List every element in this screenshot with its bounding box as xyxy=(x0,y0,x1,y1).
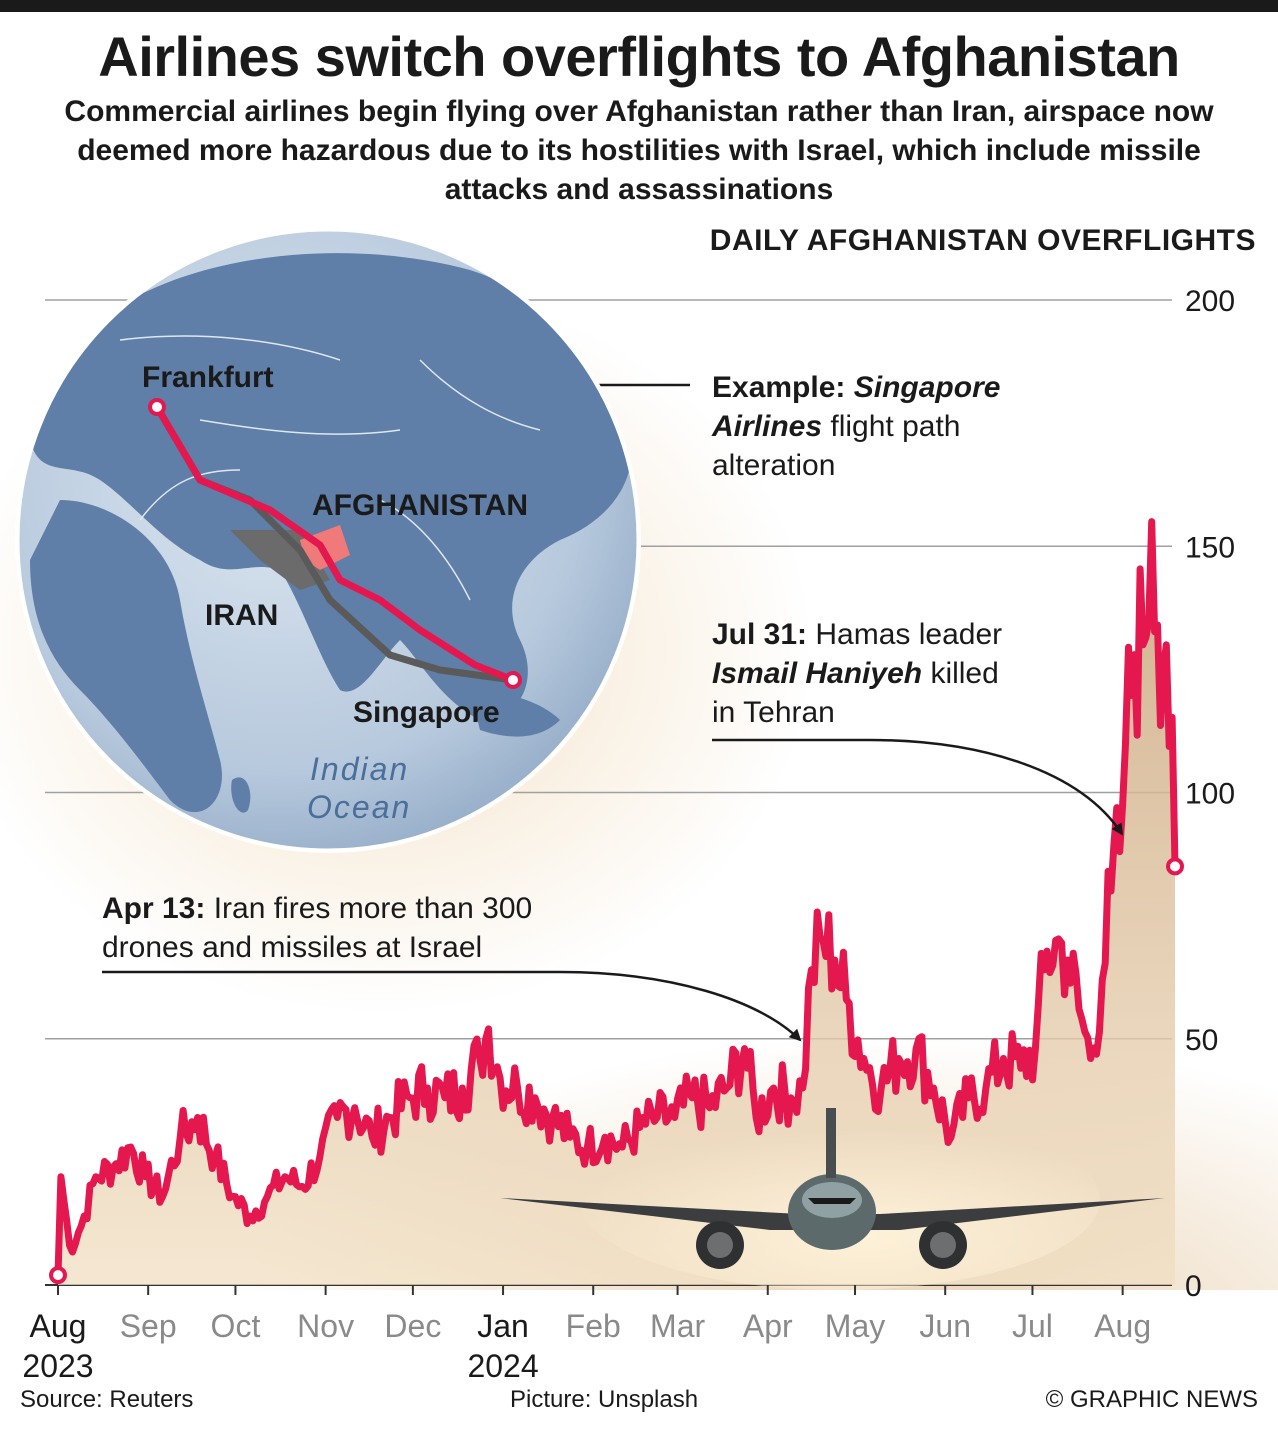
chart-title: DAILY AFGHANISTAN OVERFLIGHTS xyxy=(709,224,1256,257)
label-ocean-line2: Ocean xyxy=(307,789,411,825)
jul-text-3: in Tehran xyxy=(712,696,835,729)
jul-arrow xyxy=(712,738,1124,836)
x-tick-year: 2023 xyxy=(22,1348,93,1384)
footer-source: Source: Reuters xyxy=(20,1386,194,1413)
x-tick-label: Aug xyxy=(30,1308,87,1344)
series-line xyxy=(54,518,1179,1279)
jul-name: Ismail Haniyeh xyxy=(712,657,923,690)
footer-picture: Picture: Unsplash xyxy=(510,1386,699,1413)
jul-text-1: Hamas leader xyxy=(815,618,1003,651)
example-lead: Example: xyxy=(712,371,846,404)
y-tick-label: 0 xyxy=(1185,1270,1202,1303)
x-tick-label: Oct xyxy=(211,1308,261,1344)
airplane-image xyxy=(500,1108,1165,1269)
y-tick-label: 100 xyxy=(1185,778,1235,811)
annotation-apr13: Apr 13: Iran fires more than 300 drones … xyxy=(102,889,532,967)
series-start-marker xyxy=(49,1266,67,1285)
apr-text-2: drones and missiles at Israel xyxy=(102,931,483,964)
example-rest-2: alteration xyxy=(712,449,836,482)
label-afghanistan: AFGHANISTAN xyxy=(312,489,528,522)
apr-date: Apr 13: xyxy=(102,892,206,925)
x-tick-label: Feb xyxy=(566,1308,621,1344)
jul-date: Jul 31: xyxy=(712,618,808,651)
footer-credit: © GRAPHIC NEWS xyxy=(1045,1386,1258,1413)
page-title: Airlines switch overflights to Afghanist… xyxy=(98,25,1180,88)
apr-text-1: Iran fires more than 300 xyxy=(213,892,533,925)
x-tick-label: Mar xyxy=(650,1308,705,1344)
annotation-jul31: Jul 31: Hamas leader Ismail Haniyeh kill… xyxy=(712,615,1002,732)
y-tick-label: 150 xyxy=(1185,531,1235,564)
label-iran: IRAN xyxy=(205,599,278,632)
top-rule xyxy=(0,0,1278,12)
label-singapore: Singapore xyxy=(353,696,500,729)
y-tick-label: 50 xyxy=(1185,1024,1218,1057)
x-tick-label: Aug xyxy=(1094,1308,1151,1344)
x-tick-label: Jan xyxy=(477,1308,529,1344)
x-tick-label: Nov xyxy=(297,1308,354,1344)
singapore-marker xyxy=(504,671,522,689)
globe-map: Frankfurt Singapore AFGHANISTAN IRAN Ind… xyxy=(15,227,641,853)
example-airline-2: Airlines xyxy=(712,410,823,443)
page-subtitle: Commercial airlines begin flying over Af… xyxy=(64,95,1214,206)
series-end-marker xyxy=(1166,857,1184,876)
x-tick-label: Apr xyxy=(743,1308,793,1344)
x-tick-labels: Aug 2023 Sep Oct Nov Dec Jan 2024 Feb Mar Apr May Ju… xyxy=(22,1285,1151,1384)
land-masses xyxy=(30,253,632,813)
jul-text-2: killed xyxy=(930,657,999,690)
annotation-example: Example: Singapore Airlines flight path … xyxy=(712,368,1000,485)
y-tick-labels: 200 150 100 50 0 xyxy=(1185,285,1235,1303)
new-route-line xyxy=(153,405,515,684)
y-tick-label: 200 xyxy=(1185,285,1235,318)
label-frankfurt: Frankfurt xyxy=(142,361,274,394)
x-tick-label: Jun xyxy=(919,1308,971,1344)
example-airline-1: Singapore xyxy=(853,371,1001,404)
x-tick-year: 2024 xyxy=(467,1348,538,1384)
apr-arrow xyxy=(102,970,802,1042)
x-tick-label: Sep xyxy=(120,1308,177,1344)
x-tick-label: May xyxy=(825,1308,885,1344)
label-ocean-line1: Indian xyxy=(310,751,409,787)
example-rest-1: flight path xyxy=(830,410,961,443)
x-tick-label: Jul xyxy=(1012,1308,1053,1344)
frankfurt-marker xyxy=(148,398,166,416)
x-tick-label: Dec xyxy=(384,1308,441,1344)
